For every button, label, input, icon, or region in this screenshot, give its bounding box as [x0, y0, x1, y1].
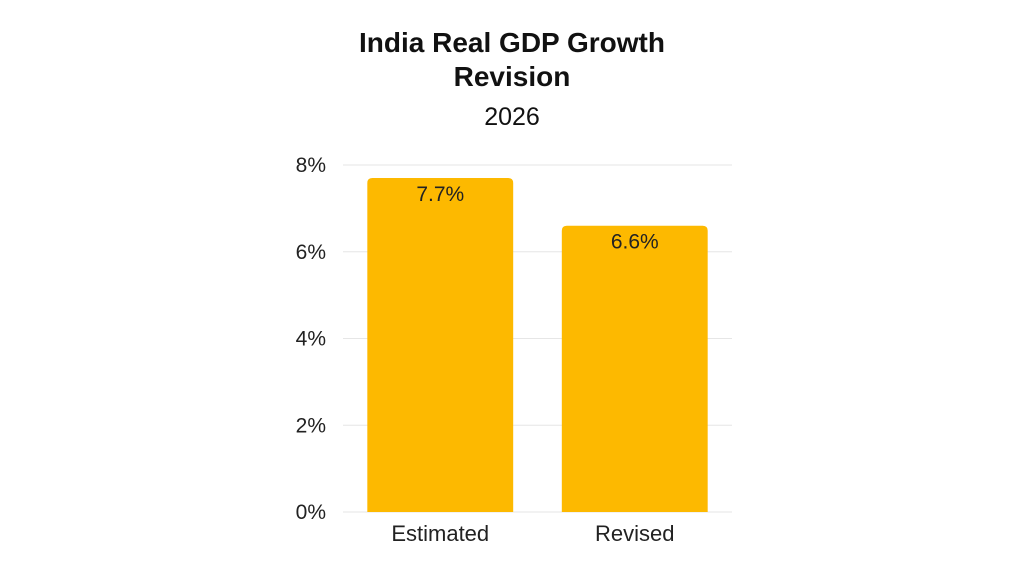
y-tick-label: 4% — [296, 328, 326, 351]
data-label: 6.6% — [611, 231, 659, 254]
x-category-label: Estimated — [391, 521, 489, 546]
y-tick-label: 0% — [296, 501, 326, 524]
chart-title-line-2: Revision — [453, 61, 571, 92]
chart-title-line-1: India Real GDP Growth — [359, 27, 665, 58]
data-label: 7.7% — [416, 183, 464, 206]
chart-subtitle: 2026 — [484, 103, 540, 131]
bar-revised — [561, 225, 708, 512]
data-labels: 7.7% 6.6% — [416, 183, 658, 254]
y-tick-label: 2% — [296, 414, 326, 437]
y-tick-label: 8% — [296, 154, 326, 177]
y-axis: 0% 2% 4% 6% 8% — [296, 154, 326, 524]
bars — [367, 178, 708, 512]
chart-title: India Real GDP Growth Revision — [0, 26, 1024, 94]
x-axis: Estimated Revised — [391, 521, 674, 546]
x-category-label: Revised — [595, 521, 674, 546]
bar-estimated — [367, 178, 514, 512]
y-tick-label: 6% — [296, 241, 326, 264]
